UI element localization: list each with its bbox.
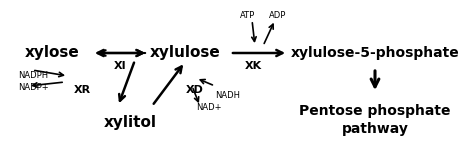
Text: XI: XI	[114, 61, 126, 71]
Text: NADH: NADH	[215, 91, 240, 100]
Text: xylulose-5-phosphate: xylulose-5-phosphate	[291, 46, 459, 60]
Text: NADP+: NADP+	[18, 83, 49, 92]
Text: ATP: ATP	[240, 12, 255, 21]
Text: xylitol: xylitol	[103, 115, 156, 131]
Text: NADPH: NADPH	[18, 72, 48, 80]
Text: XD: XD	[186, 85, 204, 95]
Text: ADP: ADP	[269, 12, 287, 21]
Text: xylose: xylose	[25, 46, 79, 61]
Text: Pentose phosphate
pathway: Pentose phosphate pathway	[299, 104, 451, 136]
Text: xylulose: xylulose	[150, 46, 220, 61]
Text: XK: XK	[245, 61, 262, 71]
Text: XR: XR	[73, 85, 91, 95]
Text: NAD+: NAD+	[196, 103, 221, 112]
